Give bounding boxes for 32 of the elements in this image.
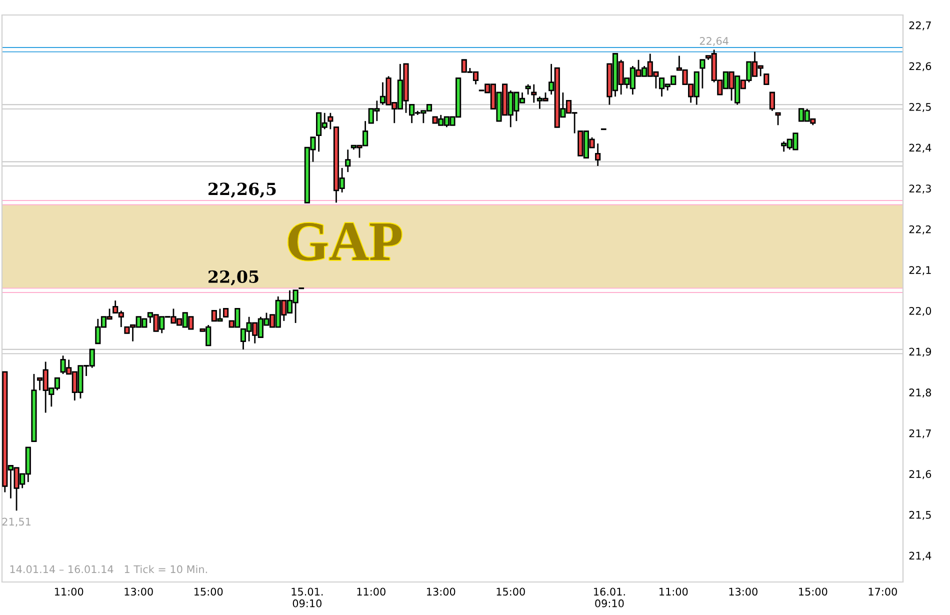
ref-line-label: 22,26,5 <box>208 182 276 198</box>
y-tick-label: 22,3 <box>909 184 931 194</box>
annotation: 22,64 <box>700 36 728 46</box>
y-tick-label: 21,5 <box>909 510 931 520</box>
y-tick-label: 21,4 <box>909 552 932 561</box>
y-tick-label: 22,6 <box>909 62 932 72</box>
y-tick-label: 21,8 <box>909 388 932 398</box>
x-tick-label: 13:00 <box>729 588 758 596</box>
y-tick-label: 21,6 <box>909 470 932 480</box>
annotation: 14.01.14 – 16.01.14 1 Tick = 10 Min. <box>10 565 207 574</box>
ref-line-label: 22,05 <box>208 270 258 286</box>
band-label: GAP <box>288 223 402 260</box>
x-tick-label: 15:00 <box>496 588 525 596</box>
x-tick-label: 13:00 <box>124 588 153 596</box>
y-tick-label: 22,0 <box>909 306 932 316</box>
y-tick-label: 21,7 <box>909 429 931 438</box>
y-tick-label: 21,9 <box>909 348 932 357</box>
y-tick-label: 22,7 <box>909 21 931 30</box>
x-tick-label: 11:00 <box>357 588 386 596</box>
x-tick-label: 15:00 <box>194 588 223 596</box>
x-tick-label: 15.01. 09:10 <box>292 588 323 608</box>
y-tick-label: 22,1 <box>909 266 931 276</box>
y-tick-label: 22,2 <box>909 225 931 234</box>
y-tick-label: 22,4 <box>909 144 932 153</box>
y-tick-label: 22,5 <box>909 103 931 112</box>
x-tick-label: 11:00 <box>660 588 688 596</box>
x-tick-label: 15:00 <box>799 588 828 596</box>
x-tick-label: 11:00 <box>54 588 84 596</box>
annotation: 21,51 <box>2 518 30 527</box>
x-tick-label: 16.01. 09:10 <box>594 588 625 608</box>
x-tick-label: 17:00 <box>868 588 897 596</box>
x-tick-label: 13:00 <box>427 588 456 596</box>
